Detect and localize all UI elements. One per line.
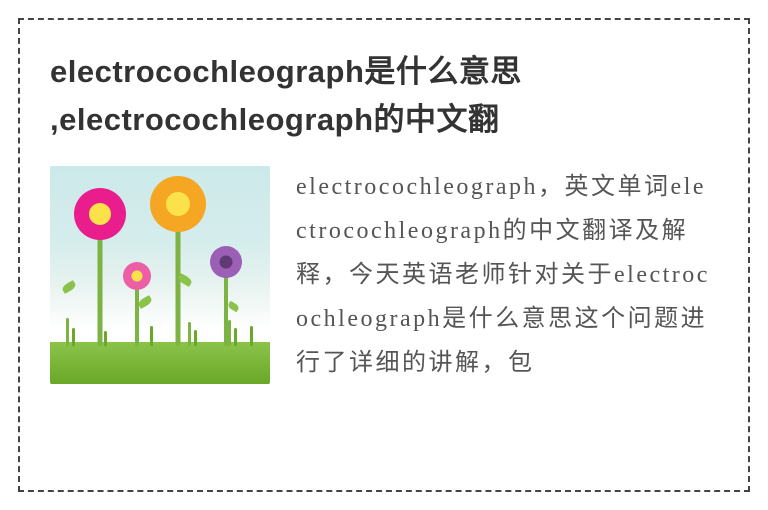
grass-strip bbox=[50, 342, 270, 384]
flower-orange bbox=[146, 188, 210, 346]
content-row: electrocochleograph，英文单词electrocochleogr… bbox=[50, 166, 718, 386]
title-line-1: electrocochleograph是什么意思 bbox=[50, 54, 522, 89]
article-title: electrocochleograph是什么意思 ,electrocochleo… bbox=[50, 48, 718, 144]
flower-illustration bbox=[50, 166, 270, 384]
dashed-frame: electrocochleograph是什么意思 ,electrocochleo… bbox=[18, 18, 750, 492]
flower-violet bbox=[206, 250, 246, 346]
article-body: electrocochleograph，英文单词electrocochleogr… bbox=[296, 166, 718, 386]
title-line-2: ,electrocochleograph的中文翻 bbox=[50, 102, 500, 137]
